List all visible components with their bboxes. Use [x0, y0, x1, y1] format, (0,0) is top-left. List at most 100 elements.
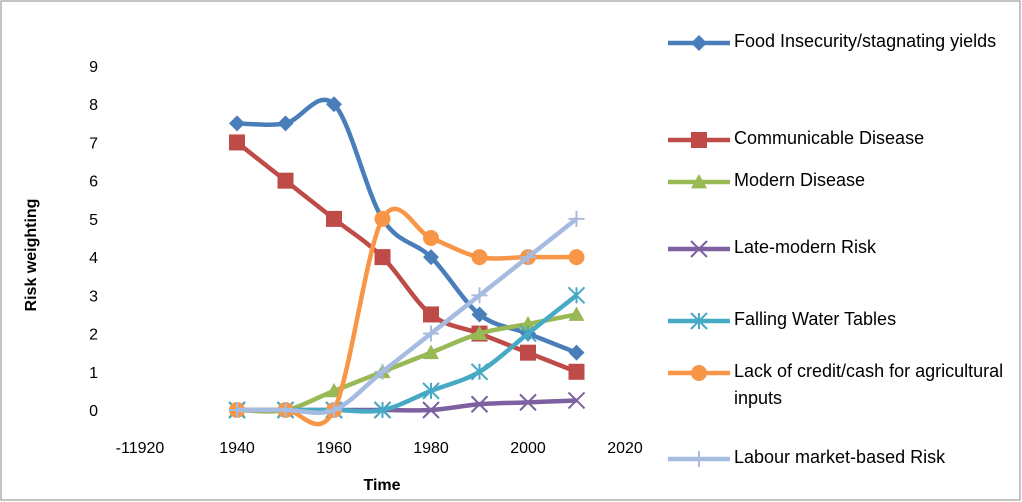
marker-part: [470, 395, 489, 413]
y-tick-label: 6: [89, 174, 98, 191]
marker-part: [568, 306, 585, 321]
marker-part: [471, 306, 488, 323]
marker-part: [471, 249, 488, 266]
legend-marker: [691, 451, 707, 467]
data-point: [471, 306, 488, 323]
data-point: [567, 286, 586, 305]
data-point: [326, 96, 342, 113]
marker-part: [568, 249, 585, 266]
x-tick-label: 2000: [510, 440, 546, 457]
data-point: [423, 344, 439, 360]
data-point: [423, 306, 439, 323]
data-point: [374, 249, 391, 266]
marker-part: [326, 96, 342, 113]
marker-part: [690, 240, 708, 258]
series-line: [237, 217, 578, 416]
data-point: [373, 401, 392, 419]
legend-label: Food Insecurity/stagnating yields: [734, 31, 997, 51]
data-point: [229, 134, 245, 151]
data-point: [277, 172, 294, 189]
data-point: [229, 402, 245, 418]
marker-part: [277, 115, 294, 132]
legend-label: Late-modern Risk: [734, 237, 877, 257]
x-axis-title: Time: [363, 477, 400, 494]
data-point: [520, 344, 536, 361]
marker-part: [520, 316, 536, 331]
marker-part: [423, 249, 439, 266]
data-point: [568, 344, 585, 361]
legend-label: Lack of credit/cash for agricultural inp…: [734, 361, 1004, 408]
data-point: [471, 249, 488, 266]
marker-part: [374, 210, 391, 227]
marker-part: [422, 401, 440, 419]
y-tick-label: 2: [89, 327, 98, 344]
data-point: [470, 363, 489, 381]
x-tick-label: 1960: [316, 440, 352, 457]
data-point: [520, 316, 536, 331]
data-point: [568, 306, 585, 321]
data-point: [568, 363, 585, 380]
marker-part: [520, 344, 536, 361]
data-point: [423, 249, 439, 266]
legend-marker: [690, 240, 708, 258]
data-point: [568, 210, 585, 227]
legend-marker: [691, 365, 707, 381]
marker-part: [691, 365, 707, 381]
marker-part: [471, 325, 488, 340]
marker-part: [423, 230, 439, 246]
x-tick-label: 1980: [413, 440, 449, 457]
data-point: [519, 324, 537, 343]
legend-label: Modern Disease: [734, 170, 866, 190]
y-tick-label: 8: [89, 97, 98, 114]
legend-label: Falling Water Tables: [734, 309, 897, 329]
marker-part: [567, 391, 586, 410]
data-point: [568, 249, 585, 266]
y-tick-label: 9: [89, 59, 98, 76]
marker-part: [423, 344, 439, 360]
series-line: [236, 97, 578, 355]
data-point: [277, 402, 294, 418]
data-point: [471, 287, 488, 304]
y-tick-label: 0: [89, 403, 98, 420]
x-tick-label: -11920: [116, 440, 165, 457]
marker-part: [374, 249, 391, 266]
data-point: [229, 115, 245, 132]
marker-part: [277, 172, 294, 189]
data-point: [519, 393, 537, 412]
data-point: [326, 402, 342, 418]
data-point: [567, 391, 586, 410]
y-tick-label: 5: [89, 212, 98, 229]
y-tick-label: 4: [89, 250, 98, 267]
legend-label: Labour market-based Risk: [734, 447, 946, 467]
marker-part: [691, 132, 707, 148]
data-point: [422, 382, 440, 400]
legend-label: Communicable Disease: [734, 128, 925, 148]
data-point: [520, 249, 536, 266]
y-axis-title: Risk weighting: [23, 199, 40, 312]
data-point: [277, 115, 294, 132]
marker-part: [326, 210, 342, 227]
data-point: [423, 325, 439, 342]
legend-marker: [690, 312, 708, 330]
marker-part: [229, 115, 245, 132]
data-point: [374, 363, 391, 380]
marker-part: [568, 363, 585, 380]
data-point: [470, 395, 489, 413]
legend-marker: [691, 132, 707, 148]
legend-marker: [691, 174, 707, 189]
data-point: [471, 325, 488, 340]
y-tick-label: 7: [89, 135, 98, 152]
marker-part: [423, 306, 439, 323]
marker-part: [691, 35, 707, 51]
data-point: [326, 210, 342, 227]
x-tick-label: 1940: [219, 440, 255, 457]
data-point: [423, 230, 439, 246]
legend-marker: [691, 35, 707, 51]
y-tick-label: 1: [89, 365, 98, 382]
marker-part: [519, 393, 537, 412]
marker-part: [229, 134, 245, 151]
data-point: [422, 401, 440, 419]
data-point: [374, 210, 391, 227]
